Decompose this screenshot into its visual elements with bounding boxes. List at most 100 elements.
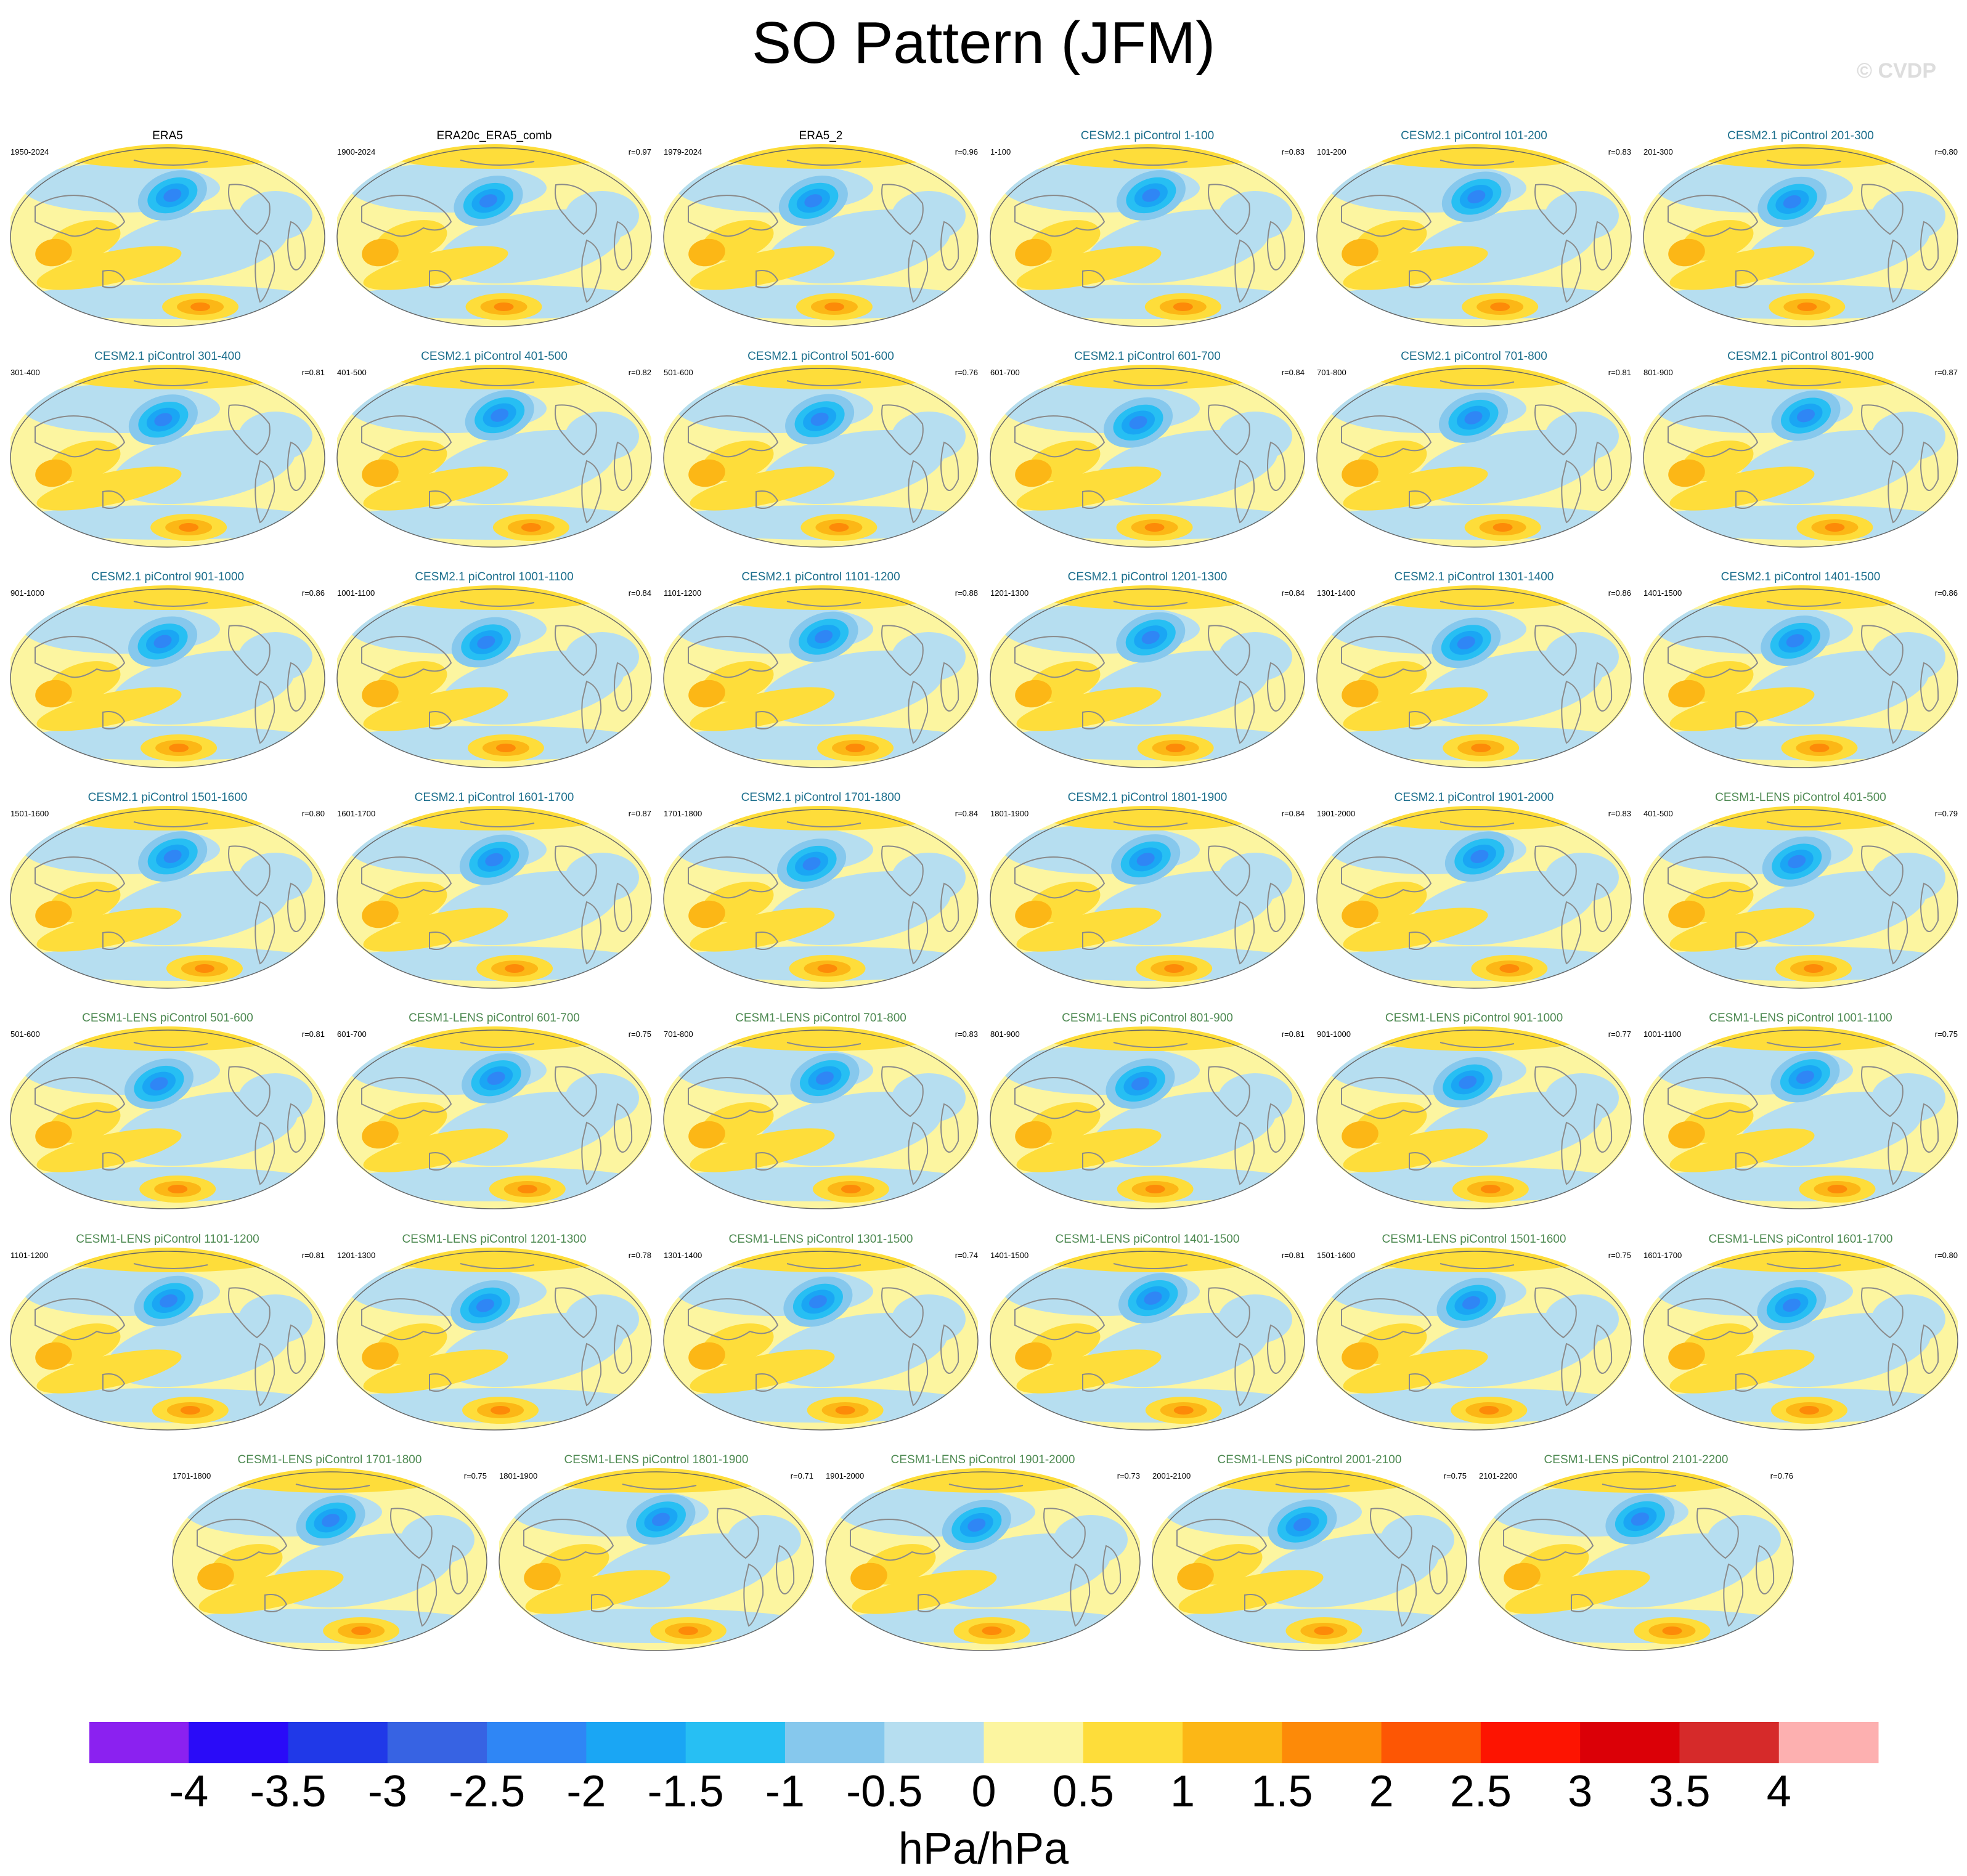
low-core [1464,411,1483,424]
map-globe [7,1026,328,1209]
high-core [1145,1185,1165,1193]
coastline [1861,184,1904,235]
coastline [1267,441,1286,491]
coastline [1696,1508,1739,1559]
pos-anomaly-arctic [1046,365,1255,389]
coastline [1014,415,1106,458]
coastline [417,1563,438,1627]
pos-anomaly-arctic [719,806,929,830]
coastline [102,1152,126,1171]
pos-anomaly-indian [1015,238,1052,267]
coastline [133,160,208,166]
pos-anomaly-indian [1342,459,1379,487]
panel-correlation: r=0.75 [1935,1029,1958,1039]
coastline [555,1287,597,1339]
low-core [810,412,829,426]
coastline [1014,636,1106,678]
neg-anomaly-atlantic [1707,1515,1781,1564]
globe-outline [336,147,652,327]
pos-anomaly-indian [1668,1121,1705,1149]
coastline [1735,490,1759,509]
pos-anomaly-arctic [1699,585,1908,610]
globe-outline [10,368,325,548]
panel-period: 1101-1200 [664,588,701,598]
colorbar-swatch [1381,1722,1481,1763]
panel-correlation: r=0.81 [1282,1029,1305,1039]
panel-period: 1401-1500 [990,1251,1028,1260]
pos-anomaly-arctic [1372,1026,1582,1051]
low-core [1631,1513,1649,1526]
map-globe [987,144,1308,327]
coastline [255,460,275,524]
coastline [429,1373,452,1392]
panel-period: 401-500 [337,368,367,377]
low-core [1788,855,1806,869]
coastline [1275,1484,1350,1490]
pos-anomaly-indian [1668,680,1705,708]
coastline [1440,1042,1515,1048]
pos-anomaly-tongue [1343,1128,1488,1172]
panel-correlation: r=0.75 [1608,1251,1631,1260]
coastline [1668,195,1759,237]
coastline [429,490,452,509]
pos-anomaly-indian [35,900,72,928]
coastline [1234,1121,1255,1185]
pos-anomaly-indian [1342,680,1379,708]
coastline [460,821,535,827]
pos-anomaly-arctic [393,365,602,389]
pos-anomaly-indian [35,238,72,267]
map-panel: CESM1-LENS piControl 1401-1500 1401-1500 r… [987,1233,1308,1431]
low-core [1136,853,1155,866]
neg-anomaly-atlantic [1545,1073,1619,1123]
coastline [1341,195,1432,237]
pos-anomaly-tongue [1016,687,1162,731]
panel-period: 601-700 [337,1029,367,1039]
neg-anomaly-atlantic [1545,853,1619,902]
high-core [1797,303,1817,311]
neg-anomaly-atlantic [1871,1294,1945,1344]
pos-anomaly-tongue [1343,1349,1488,1394]
high-core [351,1626,372,1635]
pos-anomaly-tongue [1669,908,1815,952]
coastline [1534,1287,1577,1339]
neg-anomaly-atlantic [238,632,312,681]
map-panel: CESM2.1 piControl 101-200 101-200 r=0.83 [1314,129,1634,327]
coastline [1920,221,1939,270]
panel-period: 1701-1800 [173,1471,211,1480]
coastline [786,160,861,166]
coastline [755,270,779,288]
coastline [555,625,597,676]
panel-title: CESM2.1 piControl 301-400 [94,350,241,363]
panel-period: 101-200 [1317,147,1346,156]
globe-outline [1316,147,1632,327]
pos-anomaly-arctic [1372,806,1582,830]
pos-anomaly-tongue [1343,908,1488,952]
high-core [494,303,514,311]
pos-anomaly-tongue [36,466,182,511]
coastline [786,601,861,607]
pos-anomaly-tongue [1343,466,1488,511]
map-panel: CESM1-LENS piControl 1501-1600 1501-1600 r… [1314,1233,1634,1431]
high-core [1165,744,1186,752]
colorbar-swatch [685,1722,786,1763]
coastline [1723,1563,1744,1627]
map-globe [1476,1468,1796,1651]
coastline [1267,882,1286,932]
high-core [179,523,199,532]
coastline [1234,901,1255,965]
globe-outline [663,809,979,989]
pos-anomaly-arctic [393,585,602,610]
neg-anomaly-atlantic [565,632,639,681]
high-core [517,1185,537,1193]
neg-anomaly-atlantic [1218,191,1292,240]
pos-anomaly-tongue [1343,246,1488,290]
coastline [287,662,306,712]
map-panel: CESM2.1 piControl 1501-1600 1501-1600 r=0.… [7,791,328,989]
panel-title: CESM1-LENS piControl 1601-1700 [1709,1233,1893,1246]
panel-title: CESM2.1 piControl 701-800 [1401,350,1547,363]
coastline [688,195,779,237]
panel-correlation: r=0.82 [629,368,651,377]
neg-anomaly-atlantic [1545,1294,1619,1344]
pos-anomaly-arctic [1372,144,1582,169]
coastline [786,1263,861,1269]
